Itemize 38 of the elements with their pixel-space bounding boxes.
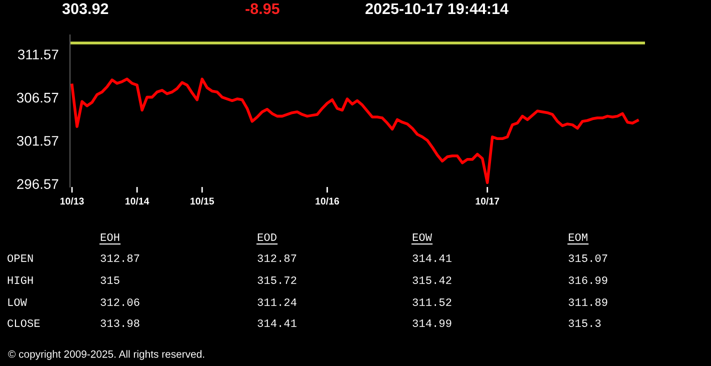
text: 313.98	[100, 319, 140, 327]
text: EOD	[258, 233, 276, 241]
y-tick-label: 306.57	[16, 92, 58, 103]
text: EOM	[568, 233, 588, 241]
text: 314.41	[258, 319, 296, 327]
x-tick-label: 10/17	[476, 197, 500, 205]
text: HIGH	[8, 276, 33, 284]
text: 314.99	[412, 319, 452, 327]
text: 315.07	[568, 254, 608, 262]
text: 312.06	[100, 298, 140, 306]
text: OPEN	[8, 254, 33, 262]
text: 315	[100, 276, 120, 284]
chart-title: 303.92	[62, 3, 108, 14]
text: 311.24	[258, 298, 296, 306]
text: CLOSE	[8, 319, 40, 327]
x-tick-label: 10/16	[316, 197, 340, 205]
text: EOH	[100, 233, 120, 241]
text: 316.99	[568, 276, 608, 284]
x-tick-label: 10/15	[190, 197, 214, 205]
chart-subtitle: -8.95	[246, 3, 280, 14]
text: 315.42	[412, 276, 452, 284]
x-tick-label: 10/14	[126, 197, 150, 205]
y-tick-label: 296.57	[17, 179, 58, 189]
text: 312.87	[100, 254, 140, 262]
text: 2025-10-17 19:44:14	[366, 3, 508, 14]
y-tick-label: 301.57	[16, 136, 58, 146]
text: 314.41	[412, 254, 452, 262]
text: 312.87	[258, 254, 296, 262]
y-tick-label: 311.57	[18, 50, 58, 60]
text: 315.72	[258, 276, 296, 284]
text: LOW	[8, 298, 27, 306]
text: 315.3	[568, 319, 601, 327]
x-tick-label: 10/13	[60, 197, 84, 205]
text: © copyright 2009-2025. All rights reserved.	[8, 350, 204, 360]
text: 311.52	[412, 298, 452, 306]
text: EOW	[412, 233, 432, 241]
line-series	[70, 78, 639, 184]
text: 311.89	[568, 298, 608, 306]
